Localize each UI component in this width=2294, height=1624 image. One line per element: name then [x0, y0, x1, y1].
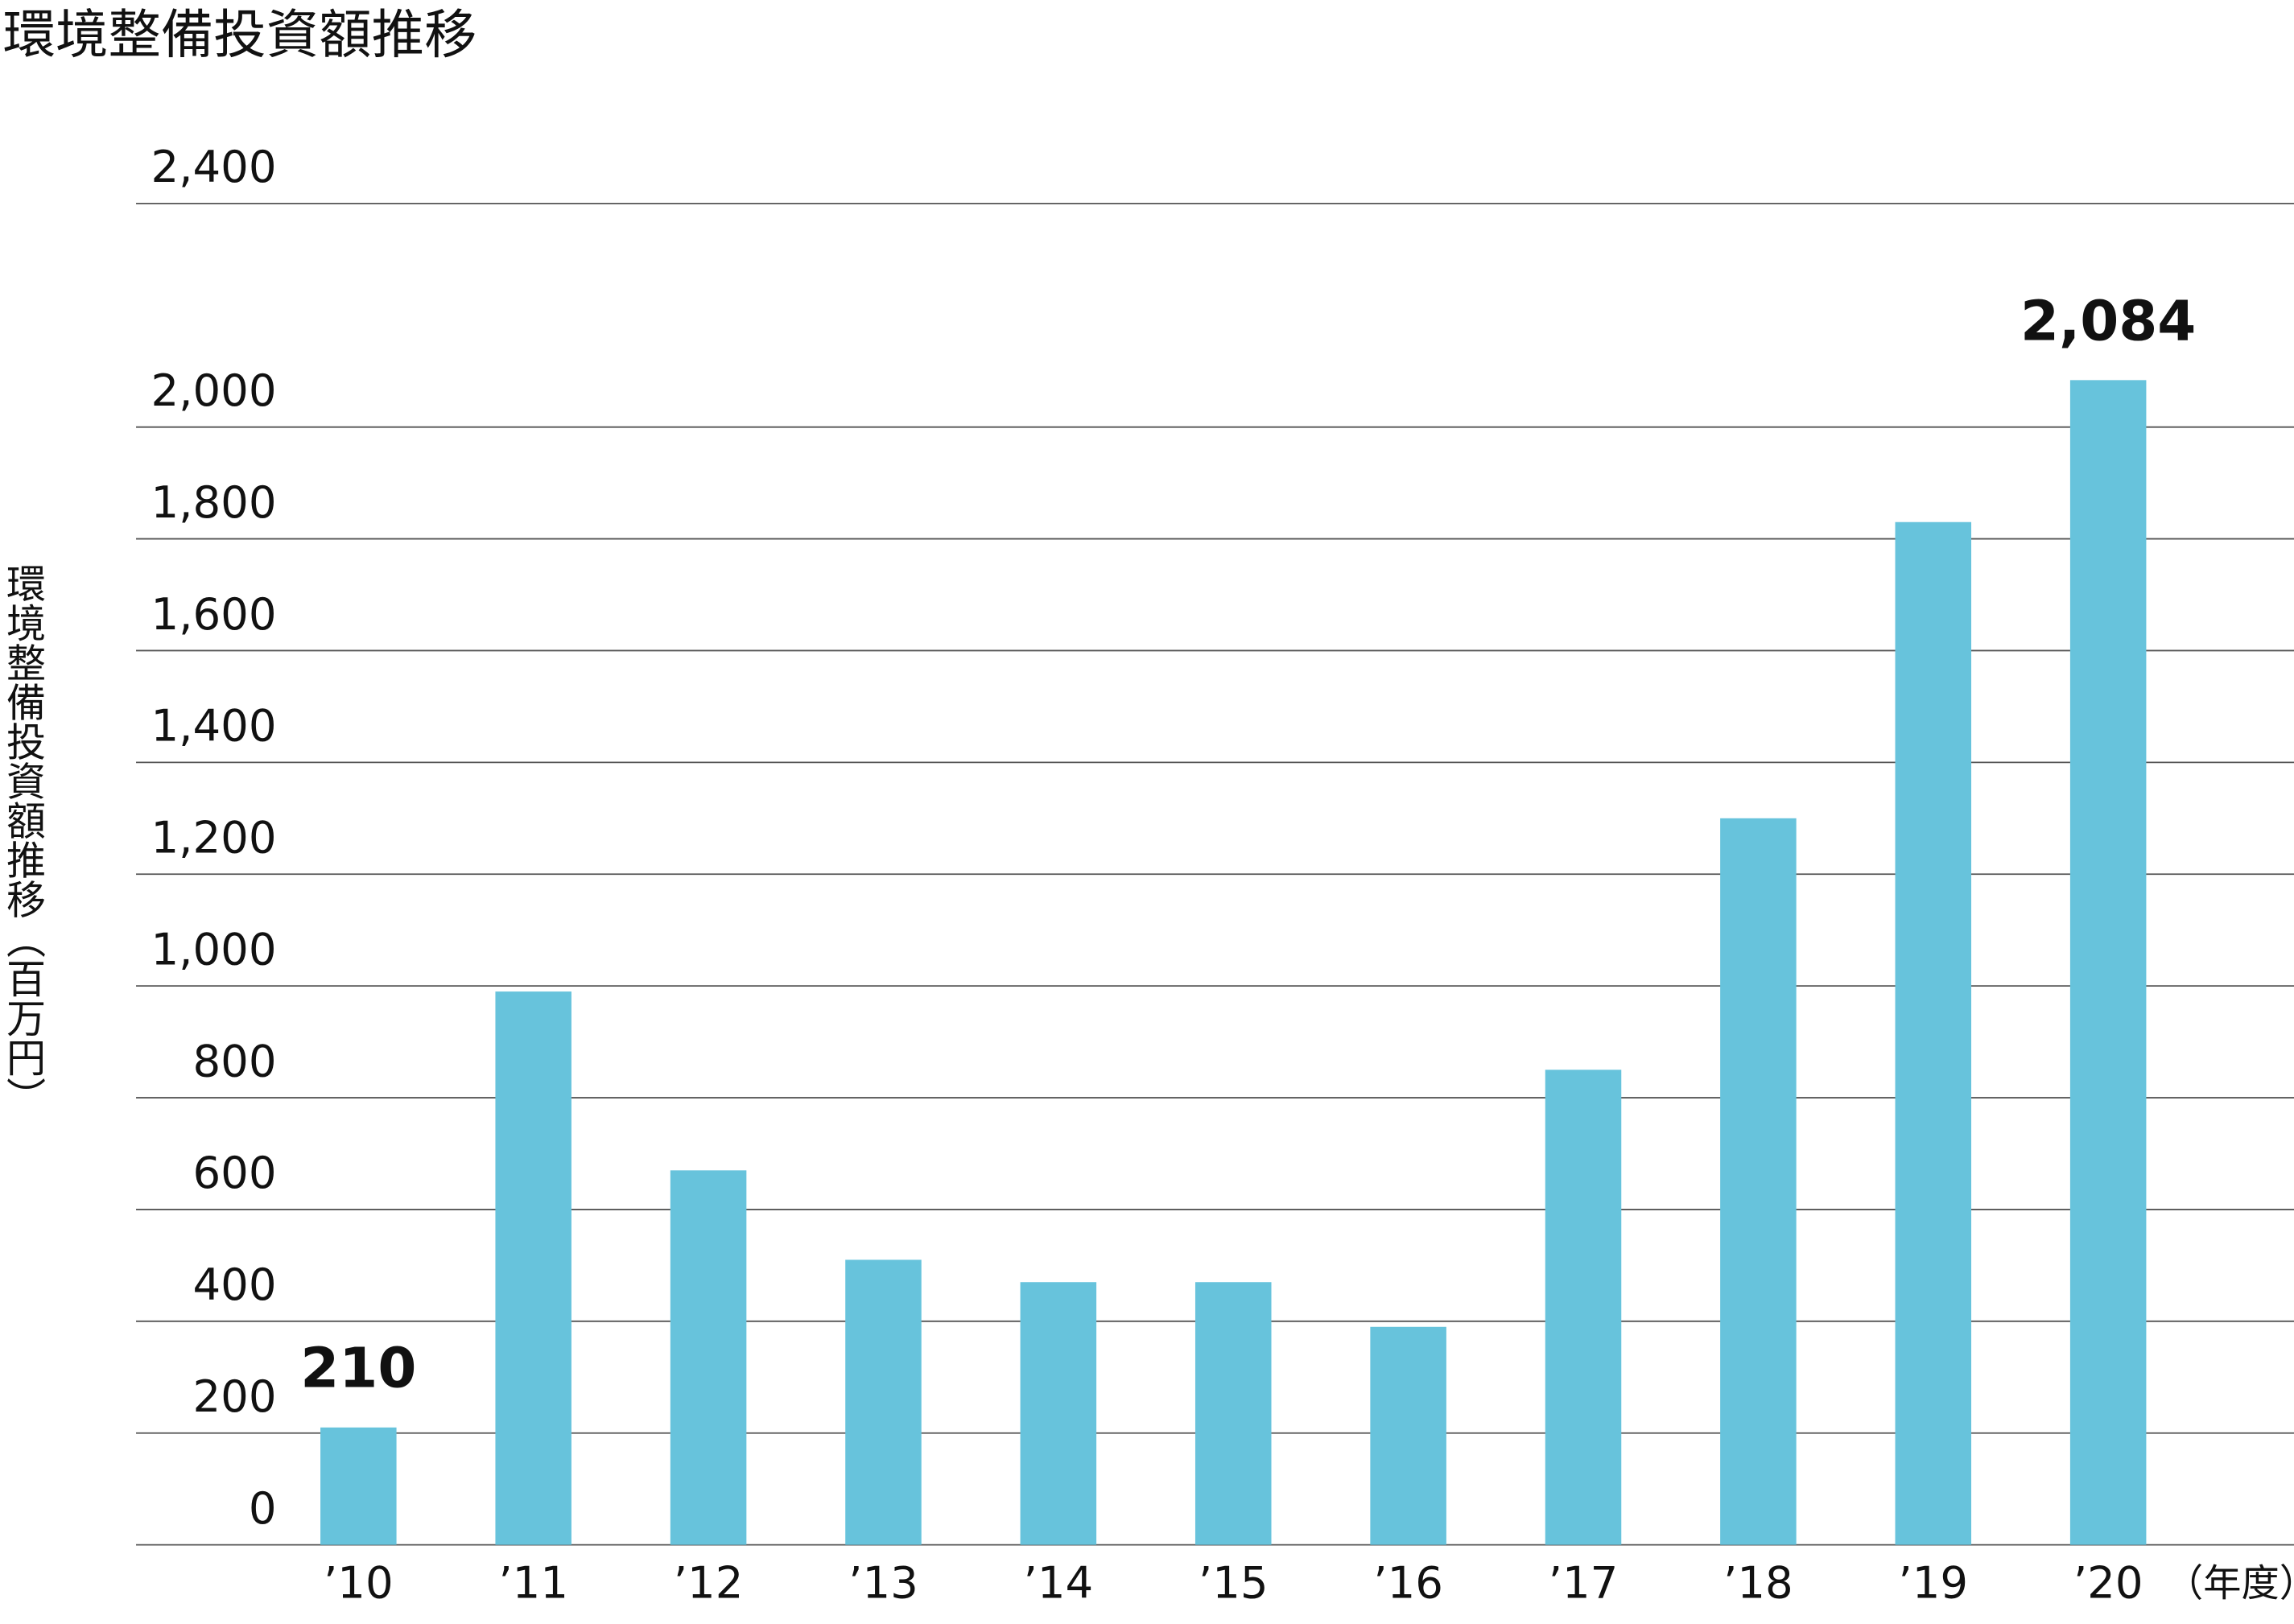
bar [495, 991, 571, 1545]
y-tick-label: 200 [192, 1371, 276, 1422]
value-label: 210 [300, 1337, 416, 1401]
y-tick-label: 2,400 [151, 141, 276, 192]
bar [1370, 1326, 1446, 1545]
y-tick-label: 1,000 [151, 923, 276, 975]
y-tick-label: 2,000 [151, 365, 276, 416]
value-label: 2,084 [2020, 289, 2196, 353]
x-tick-label: ’11 [498, 1557, 568, 1609]
x-tick-label: ’17 [1549, 1557, 1619, 1609]
y-tick-label: 1,200 [151, 812, 276, 864]
x-tick-label: ’14 [1024, 1557, 1094, 1609]
y-tick-label: 600 [192, 1147, 276, 1198]
bar [1545, 1070, 1622, 1545]
y-tick-label: 800 [192, 1035, 276, 1086]
chart-title: 環境整備投資額推移 [3, 5, 477, 66]
bar [320, 1427, 397, 1545]
bar [1020, 1282, 1097, 1545]
x-tick-label: ’20 [2073, 1557, 2143, 1609]
x-tick-label: ’16 [1373, 1557, 1443, 1609]
bar [1194, 1282, 1272, 1545]
bar [1720, 818, 1797, 1545]
y-tick-label: 1,800 [151, 476, 276, 528]
x-tick-label: ’13 [848, 1557, 918, 1609]
x-axis-unit: （年度） [2165, 1562, 2294, 1606]
x-tick-label: ’10 [324, 1557, 394, 1609]
y-tick-label: 1,400 [151, 700, 276, 752]
y-tick-label: 1,600 [151, 588, 276, 640]
x-tick-label: ’15 [1199, 1557, 1269, 1609]
x-tick-label: ’19 [1898, 1557, 1968, 1609]
bar [2069, 380, 2147, 1545]
bar [845, 1259, 922, 1545]
y-axis-label: 環境整備投資額推移（百万円） [0, 563, 47, 1116]
y-tick-label: 400 [192, 1259, 276, 1310]
bar [670, 1170, 747, 1545]
x-tick-label: ’18 [1723, 1557, 1793, 1609]
x-tick-label: ’12 [674, 1557, 744, 1609]
bar [1895, 521, 1972, 1545]
y-tick-label: 0 [249, 1482, 277, 1534]
